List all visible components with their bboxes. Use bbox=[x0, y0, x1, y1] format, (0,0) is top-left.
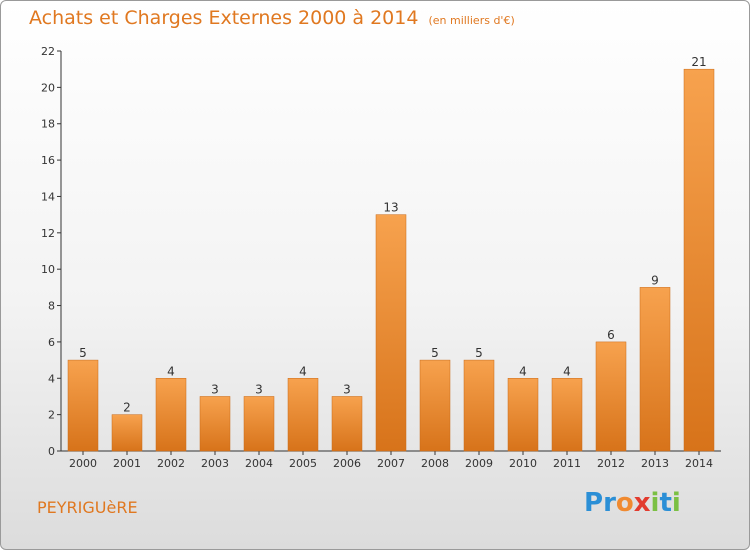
bar bbox=[243, 396, 275, 452]
data-label: 3 bbox=[211, 382, 219, 396]
chart-title: Achats et Charges Externes 2000 à 2014 bbox=[29, 7, 419, 29]
bar bbox=[111, 414, 143, 452]
x-tick-label: 2014 bbox=[685, 457, 713, 470]
commune-name: PEYRIGUèRE bbox=[37, 498, 138, 517]
logo-letter: t bbox=[659, 488, 672, 518]
x-tick-label: 2002 bbox=[157, 457, 185, 470]
data-label: 4 bbox=[563, 364, 571, 378]
y-tick-label: 12 bbox=[41, 227, 55, 240]
data-label: 5 bbox=[79, 346, 87, 360]
data-label: 13 bbox=[383, 201, 398, 215]
proxiti-logo: Proxiti bbox=[584, 488, 681, 518]
bar bbox=[331, 396, 363, 452]
x-tick-label: 2013 bbox=[641, 457, 669, 470]
bar bbox=[419, 359, 451, 452]
chart-title-block: Achats et Charges Externes 2000 à 2014 (e… bbox=[29, 7, 515, 29]
y-tick-label: 4 bbox=[48, 372, 55, 385]
x-tick-label: 2006 bbox=[333, 457, 361, 470]
x-tick-label: 2003 bbox=[201, 457, 229, 470]
logo-letter: x bbox=[633, 488, 651, 518]
data-label: 21 bbox=[691, 55, 706, 69]
bar bbox=[507, 378, 539, 452]
y-tick-label: 0 bbox=[48, 445, 55, 458]
logo-letter: i bbox=[650, 488, 660, 518]
bar bbox=[639, 287, 671, 452]
bar bbox=[683, 68, 715, 452]
x-tick-label: 2000 bbox=[69, 457, 97, 470]
x-tick-label: 2004 bbox=[245, 457, 273, 470]
bar bbox=[463, 359, 495, 452]
logo-letter: o bbox=[615, 488, 634, 518]
bar bbox=[551, 378, 583, 452]
x-tick-label: 2009 bbox=[465, 457, 493, 470]
x-tick-label: 2005 bbox=[289, 457, 317, 470]
x-tick-label: 2008 bbox=[421, 457, 449, 470]
y-tick-label: 16 bbox=[41, 154, 55, 167]
logo-letter: r bbox=[603, 488, 616, 518]
bar bbox=[199, 396, 231, 452]
bar bbox=[155, 378, 187, 452]
data-label: 3 bbox=[255, 382, 263, 396]
x-tick-label: 2007 bbox=[377, 457, 405, 470]
y-tick-label: 2 bbox=[48, 409, 55, 422]
y-tick-label: 10 bbox=[41, 263, 55, 276]
bar bbox=[375, 214, 407, 452]
bar bbox=[595, 341, 627, 452]
x-tick-label: 2012 bbox=[597, 457, 625, 470]
x-tick-label: 2001 bbox=[113, 457, 141, 470]
y-tick-label: 22 bbox=[41, 45, 55, 58]
chart-labels: 2000 5 2001 2 2002 4 2003 3 2004 3 2005 4 2006 3 2007 1… bbox=[69, 55, 713, 470]
bar bbox=[67, 359, 99, 452]
data-label: 4 bbox=[167, 364, 175, 378]
y-tick-label: 18 bbox=[41, 118, 55, 131]
y-tick-label: 14 bbox=[41, 190, 55, 203]
x-tick-label: 2010 bbox=[509, 457, 537, 470]
data-label: 6 bbox=[607, 328, 615, 342]
data-label: 2 bbox=[123, 401, 131, 415]
data-label: 9 bbox=[651, 273, 659, 287]
y-tick-label: 8 bbox=[48, 300, 55, 313]
chart-bars bbox=[67, 68, 715, 452]
data-label: 4 bbox=[299, 364, 307, 378]
y-tick-label: 6 bbox=[48, 336, 55, 349]
x-tick-label: 2011 bbox=[553, 457, 581, 470]
data-label: 4 bbox=[519, 364, 527, 378]
chart-subtitle: (en milliers d'€) bbox=[428, 14, 515, 27]
logo-letter: P bbox=[584, 488, 604, 518]
bar bbox=[287, 378, 319, 452]
data-label: 5 bbox=[431, 346, 439, 360]
logo-letter: i bbox=[671, 488, 681, 518]
data-label: 3 bbox=[343, 382, 351, 396]
data-label: 5 bbox=[475, 346, 483, 360]
y-tick-label: 20 bbox=[41, 81, 55, 94]
